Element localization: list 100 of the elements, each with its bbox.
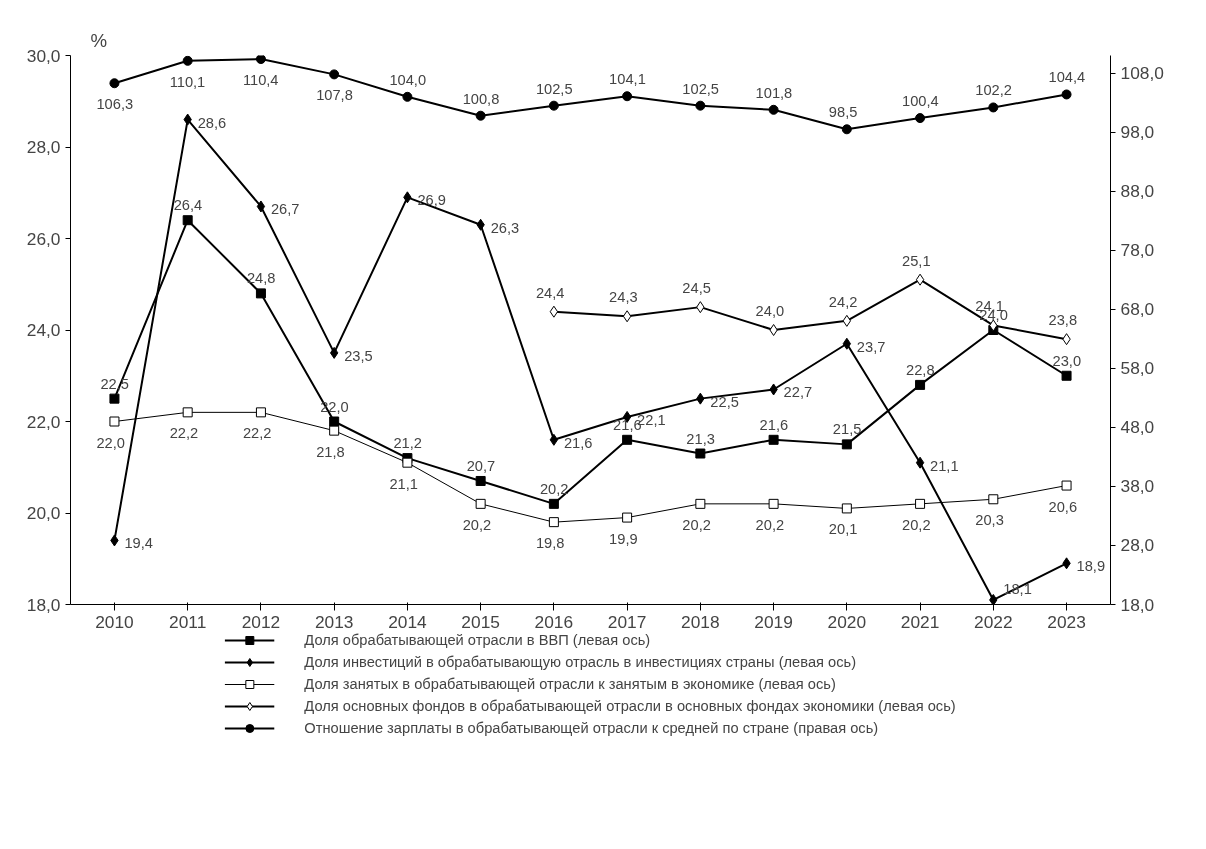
legend-label: Доля основных фондов в обрабатывающей отрасли в основных фондах экономики (левая ось) [304, 698, 956, 714]
legend-label: Доля инвестиций в обрабатывающую отрасль в инвестициях страны (левая ось) [304, 654, 857, 670]
data-label: 22,2 [169, 425, 199, 442]
point [915, 498, 926, 509]
data-label: 24,5 [682, 280, 711, 297]
y2-tick-label: 98,0 [1120, 122, 1155, 143]
point [329, 69, 340, 80]
point [695, 448, 706, 459]
data-label: 21,6 [563, 434, 593, 451]
point [841, 503, 852, 514]
data-label: 100,4 [902, 93, 939, 110]
data-label: 24,3 [609, 289, 638, 306]
point [402, 91, 413, 102]
point [989, 593, 998, 605]
y2-tick-label: 28,0 [1120, 535, 1155, 556]
data-label: 100,8 [462, 90, 500, 107]
data-label: 22,8 [906, 361, 935, 378]
legend-label: Отношение зарплаты в обрабатывающей отрасли к средней по стране (правая ось) [304, 720, 879, 736]
y-tick-label: 28,0 [26, 137, 61, 157]
point [769, 324, 778, 336]
y2-tick-label: 18,0 [1120, 594, 1155, 615]
data-label: 104,4 [1048, 69, 1086, 86]
point [548, 498, 559, 509]
data-label: 106,3 [96, 96, 134, 113]
x-tick-label: 2011 [169, 611, 207, 632]
x-tick-label: 2012 [241, 611, 281, 632]
data-label: 20,2 [462, 516, 492, 533]
data-label: 24,0 [755, 303, 785, 319]
data-label: 101,8 [755, 84, 793, 101]
y-tick-label: 26,0 [26, 228, 61, 249]
point [255, 407, 266, 418]
data-label: 19,4 [124, 535, 153, 552]
data-label: 24,4 [535, 284, 565, 301]
data-label: 110,4 [242, 72, 279, 89]
point [695, 498, 706, 509]
data-label: 24,8 [246, 270, 276, 287]
y2-tick-label: 78,0 [1120, 240, 1155, 261]
data-label: 24,2 [828, 293, 858, 310]
point [255, 55, 266, 65]
point [768, 498, 779, 509]
data-label: 20,2 [755, 516, 785, 533]
data-label: 22,0 [96, 434, 125, 451]
point [109, 78, 120, 89]
data-label: 21,6 [759, 416, 789, 433]
point [475, 475, 486, 486]
data-label: 20,2 [539, 480, 569, 497]
data-label: 23,7 [856, 338, 886, 355]
data-label: 26,9 [417, 192, 446, 209]
data-label: 25,1 [902, 252, 931, 269]
y2-tick-label: 48,0 [1120, 417, 1155, 438]
y2-tick-label: 108,0 [1120, 63, 1164, 84]
legend-label: Доля занятых в обрабатывающей отрасли к занятым в экономике (левая ось) [304, 676, 836, 692]
point [695, 100, 706, 111]
data-label: 104,0 [389, 71, 427, 88]
point [256, 200, 266, 213]
data-label: 110,1 [169, 73, 206, 90]
data-label: 21,1 [930, 457, 959, 474]
point [182, 407, 193, 418]
point [182, 55, 193, 66]
y-tick-label: 20,0 [26, 503, 61, 523]
point [622, 91, 633, 102]
point [915, 113, 926, 124]
x-tick-label: 2020 [827, 611, 867, 632]
point [915, 273, 925, 286]
point [329, 416, 340, 427]
point [255, 288, 266, 299]
x-tick-label: 2010 [95, 611, 134, 632]
point [548, 100, 559, 111]
y2-tick-label: 38,0 [1120, 476, 1155, 497]
data-label: 20,3 [975, 512, 1004, 529]
data-label: 26,3 [490, 219, 520, 236]
x-tick-label: 2022 [974, 611, 1013, 632]
point [988, 494, 999, 505]
point [549, 433, 559, 446]
point [768, 104, 779, 115]
data-label: 23,0 [1052, 352, 1082, 369]
data-label: 102,5 [682, 80, 720, 97]
y-axis-title: % [90, 29, 108, 51]
x-tick-label: 2015 [461, 611, 500, 632]
point [402, 457, 413, 468]
data-label: 21,1 [389, 475, 418, 492]
x-tick-label: 2018 [681, 611, 720, 632]
data-label: 26,4 [173, 197, 203, 214]
data-label: 21,8 [316, 443, 345, 460]
point [1061, 89, 1072, 100]
data-label: 23,8 [1048, 312, 1078, 329]
point [548, 517, 559, 528]
data-label: 19,9 [609, 530, 638, 547]
data-label: 26,7 [270, 201, 300, 218]
data-label: 21,5 [832, 421, 862, 438]
data-label: 20,6 [1048, 498, 1078, 515]
x-tick-label: 2013 [314, 611, 354, 632]
y-tick-label: 22,0 [26, 411, 61, 432]
data-label: 21,3 [686, 430, 715, 447]
x-tick-label: 2021 [900, 611, 940, 632]
data-label: 107,8 [316, 87, 353, 104]
data-label: 22,7 [783, 384, 813, 401]
point [622, 512, 633, 523]
point [988, 102, 999, 113]
point [329, 425, 340, 436]
